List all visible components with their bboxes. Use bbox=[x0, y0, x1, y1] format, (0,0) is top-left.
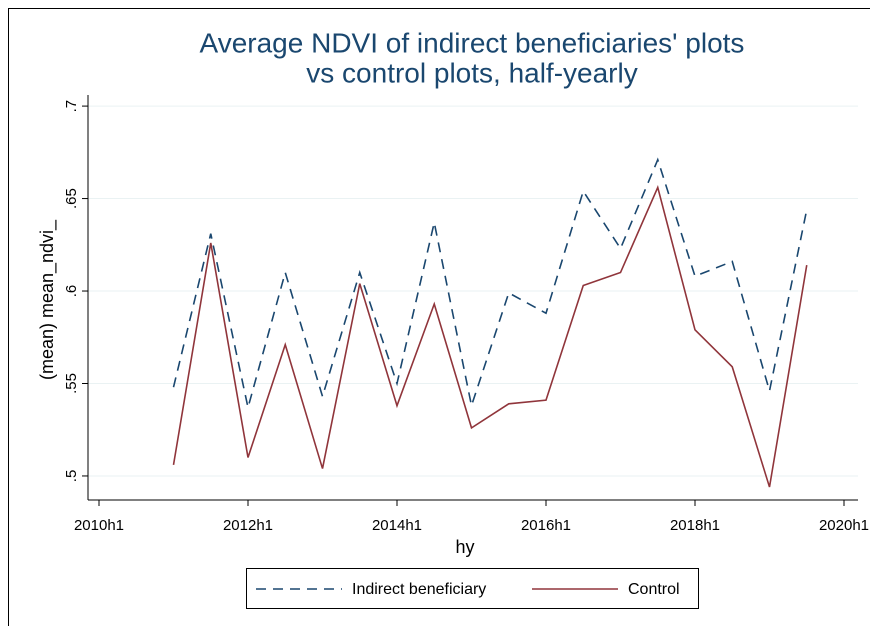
legend-label: Control bbox=[628, 581, 680, 598]
y-tick-label: .7 bbox=[63, 100, 80, 113]
x-tick-label: 2018h1 bbox=[670, 517, 720, 534]
x-tick-label: 2020h1 bbox=[819, 517, 869, 534]
y-tick-label: .65 bbox=[63, 188, 80, 209]
legend bbox=[246, 568, 699, 609]
line-series bbox=[172, 185, 808, 488]
legend-label: Indirect beneficiary bbox=[352, 581, 486, 598]
x-tick-label: 2016h1 bbox=[521, 517, 571, 534]
chart-title: vs control plots, half-yearly bbox=[306, 57, 637, 88]
x-tick-label: 2010h1 bbox=[74, 517, 124, 534]
x-tick-label: 2012h1 bbox=[223, 517, 273, 534]
x-axis-label: hy bbox=[455, 537, 474, 557]
y-tick-label: .55 bbox=[63, 373, 80, 394]
y-axis-label: (mean) mean_ndvi_ bbox=[37, 219, 58, 380]
frame bbox=[8, 8, 870, 626]
line-series bbox=[172, 157, 808, 409]
y-tick-label: .6 bbox=[63, 285, 80, 298]
chart-title: Average NDVI of indirect beneficiaries' … bbox=[200, 27, 745, 58]
y-tick-label: .5 bbox=[63, 470, 80, 483]
x-tick-label: 2014h1 bbox=[372, 517, 422, 534]
